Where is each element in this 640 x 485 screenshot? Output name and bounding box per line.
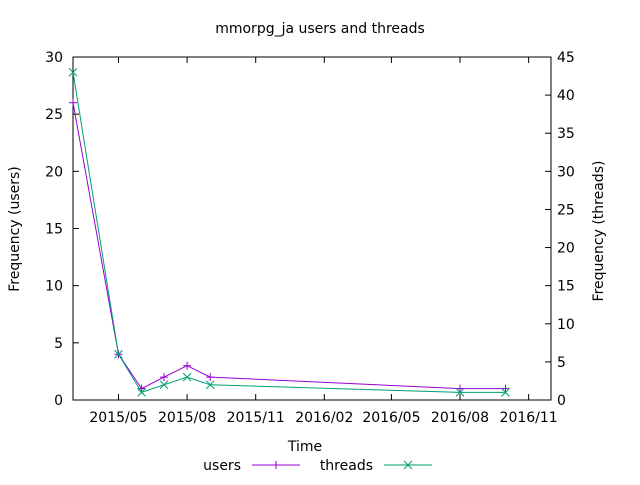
x-marker-b bbox=[501, 388, 510, 397]
data-point-threads bbox=[501, 388, 510, 397]
legend-label-users: users bbox=[203, 458, 241, 474]
x-tick-label: 2016/02 bbox=[295, 410, 353, 426]
data-point-threads bbox=[137, 388, 146, 397]
series-line-threads bbox=[72, 72, 506, 394]
x-tick-label: 2015/08 bbox=[158, 410, 216, 426]
x-tick-label: 2015/05 bbox=[89, 410, 147, 426]
x-marker-b bbox=[159, 380, 169, 390]
y-right-tick-label: 30 bbox=[557, 164, 575, 180]
y-left-tick-label: 0 bbox=[54, 393, 63, 409]
x-tick-label: 2016/05 bbox=[362, 410, 420, 426]
series-line-users bbox=[72, 102, 506, 390]
y-left-tick-label: 5 bbox=[54, 336, 63, 352]
y-right-tick-label: 0 bbox=[557, 393, 566, 409]
plot-area: 0 5 10 15 20 25 30 0 5 10 15 20 25 30 35 40 45 2015/05 201… bbox=[45, 50, 575, 426]
data-point-threads bbox=[455, 388, 465, 397]
data-point-users bbox=[183, 361, 192, 370]
data-point-users bbox=[501, 384, 510, 393]
data-point-users bbox=[206, 373, 215, 382]
y-left-tick-label: 30 bbox=[45, 50, 63, 66]
y-right-tick-label: 20 bbox=[557, 241, 575, 257]
y-right-tick-label: 35 bbox=[557, 126, 575, 142]
legend-marker-users bbox=[272, 461, 280, 469]
x-marker-b bbox=[137, 388, 146, 397]
x-marker-b bbox=[205, 380, 215, 390]
y-right-tick-label: 10 bbox=[557, 317, 575, 333]
x-tick-label: 2015/11 bbox=[227, 410, 285, 426]
x-marker-b bbox=[455, 388, 465, 397]
y-right-tick-label: 45 bbox=[557, 50, 575, 66]
x-marker-b bbox=[403, 460, 413, 470]
data-point-threads bbox=[205, 380, 215, 390]
x-marker-b bbox=[182, 372, 192, 382]
x-marker-b bbox=[68, 67, 78, 77]
data-point-users bbox=[69, 98, 77, 107]
data-point-threads bbox=[182, 372, 192, 382]
legend-marker-threads bbox=[403, 460, 413, 470]
y-left-tick-label: 25 bbox=[45, 107, 63, 123]
y-right-tick-label: 25 bbox=[557, 202, 575, 218]
data-point-threads bbox=[159, 380, 169, 390]
y-right-tick-label: 5 bbox=[557, 355, 566, 371]
x-axis-label: Time bbox=[287, 439, 322, 455]
y-left-tick-label: 15 bbox=[45, 222, 63, 238]
x-tick-label: 2016/11 bbox=[500, 410, 558, 426]
legend-label-threads: threads bbox=[320, 458, 373, 474]
y-left-tick-label: 10 bbox=[45, 279, 63, 295]
data-point-threads bbox=[68, 67, 78, 77]
data-point-users bbox=[456, 384, 465, 393]
plot-frame bbox=[72, 56, 552, 401]
y-left-tick-label: 20 bbox=[45, 164, 63, 180]
x-tick-label: 2016/08 bbox=[431, 410, 489, 426]
data-point-users bbox=[159, 373, 168, 382]
y-right-tick-label: 40 bbox=[557, 88, 575, 104]
data-point-threads bbox=[114, 349, 123, 359]
y-right-tick-label: 15 bbox=[557, 279, 575, 295]
y-axis-label-left: Frequency (users) bbox=[7, 166, 23, 292]
chart-title: mmorpg_ja users and threads bbox=[215, 21, 425, 37]
legend: users threads bbox=[203, 458, 432, 474]
y-axis-label-right: Frequency (threads) bbox=[591, 161, 607, 302]
x-marker-b bbox=[114, 349, 123, 359]
